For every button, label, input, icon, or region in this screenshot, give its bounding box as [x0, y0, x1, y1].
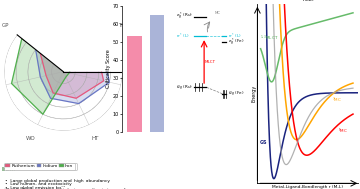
Y-axis label: Energy: Energy [251, 85, 256, 102]
Text: Iron:: Iron: [2, 167, 17, 172]
Text: MLCT: MLCT [205, 60, 216, 64]
Text: $t_{2g}$ (Fe): $t_{2g}$ (Fe) [228, 89, 244, 98]
Y-axis label: Criticality Score: Criticality Score [105, 50, 111, 88]
Text: GS: GS [260, 140, 267, 145]
Text: $\pi^*$ (L): $\pi^*$ (L) [228, 31, 242, 41]
Legend: Ruthenium, Iridium, Iron: Ruthenium, Iridium, Iron [4, 163, 75, 170]
Polygon shape [40, 36, 104, 98]
Text: $t_{2g}$ (Ru): $t_{2g}$ (Ru) [176, 83, 193, 92]
Bar [150, 15, 164, 132]
Text: $e_g^*$ (Fe): $e_g^*$ (Fe) [228, 36, 244, 48]
Text: •  Low global emission kg⁻¹: • Low global emission kg⁻¹ [5, 186, 66, 189]
Text: $\pi^*$ (L): $\pi^*$ (L) [176, 31, 190, 41]
Text: $^5$MC: $^5$MC [338, 127, 348, 136]
Title: FeL₆: FeL₆ [302, 0, 314, 2]
X-axis label: Metal-Ligand-Bondlength r (M-L): Metal-Ligand-Bondlength r (M-L) [272, 185, 343, 189]
Bar [127, 36, 142, 132]
Polygon shape [36, 30, 109, 104]
Text: →The challenge of photoactivity is rewarding in terms of
sustainability: →The challenge of photoactivity is rewar… [2, 188, 125, 189]
Text: $e_g^*$ (Ru): $e_g^*$ (Ru) [176, 11, 193, 22]
Text: MC: MC [215, 11, 221, 15]
Text: $^3$MC: $^3$MC [333, 96, 343, 105]
Legend: Ruthenium, Iridium, Iron: Ruthenium, Iridium, Iron [6, 163, 77, 170]
Polygon shape [12, 39, 73, 114]
Text: •  Large global production and  high  abundancy: • Large global production and high abund… [5, 179, 111, 183]
Text: $^{1,3}$MLCT: $^{1,3}$MLCT [261, 33, 279, 43]
Text: •  Low human- and ecotoxicity: • Low human- and ecotoxicity [5, 182, 72, 186]
